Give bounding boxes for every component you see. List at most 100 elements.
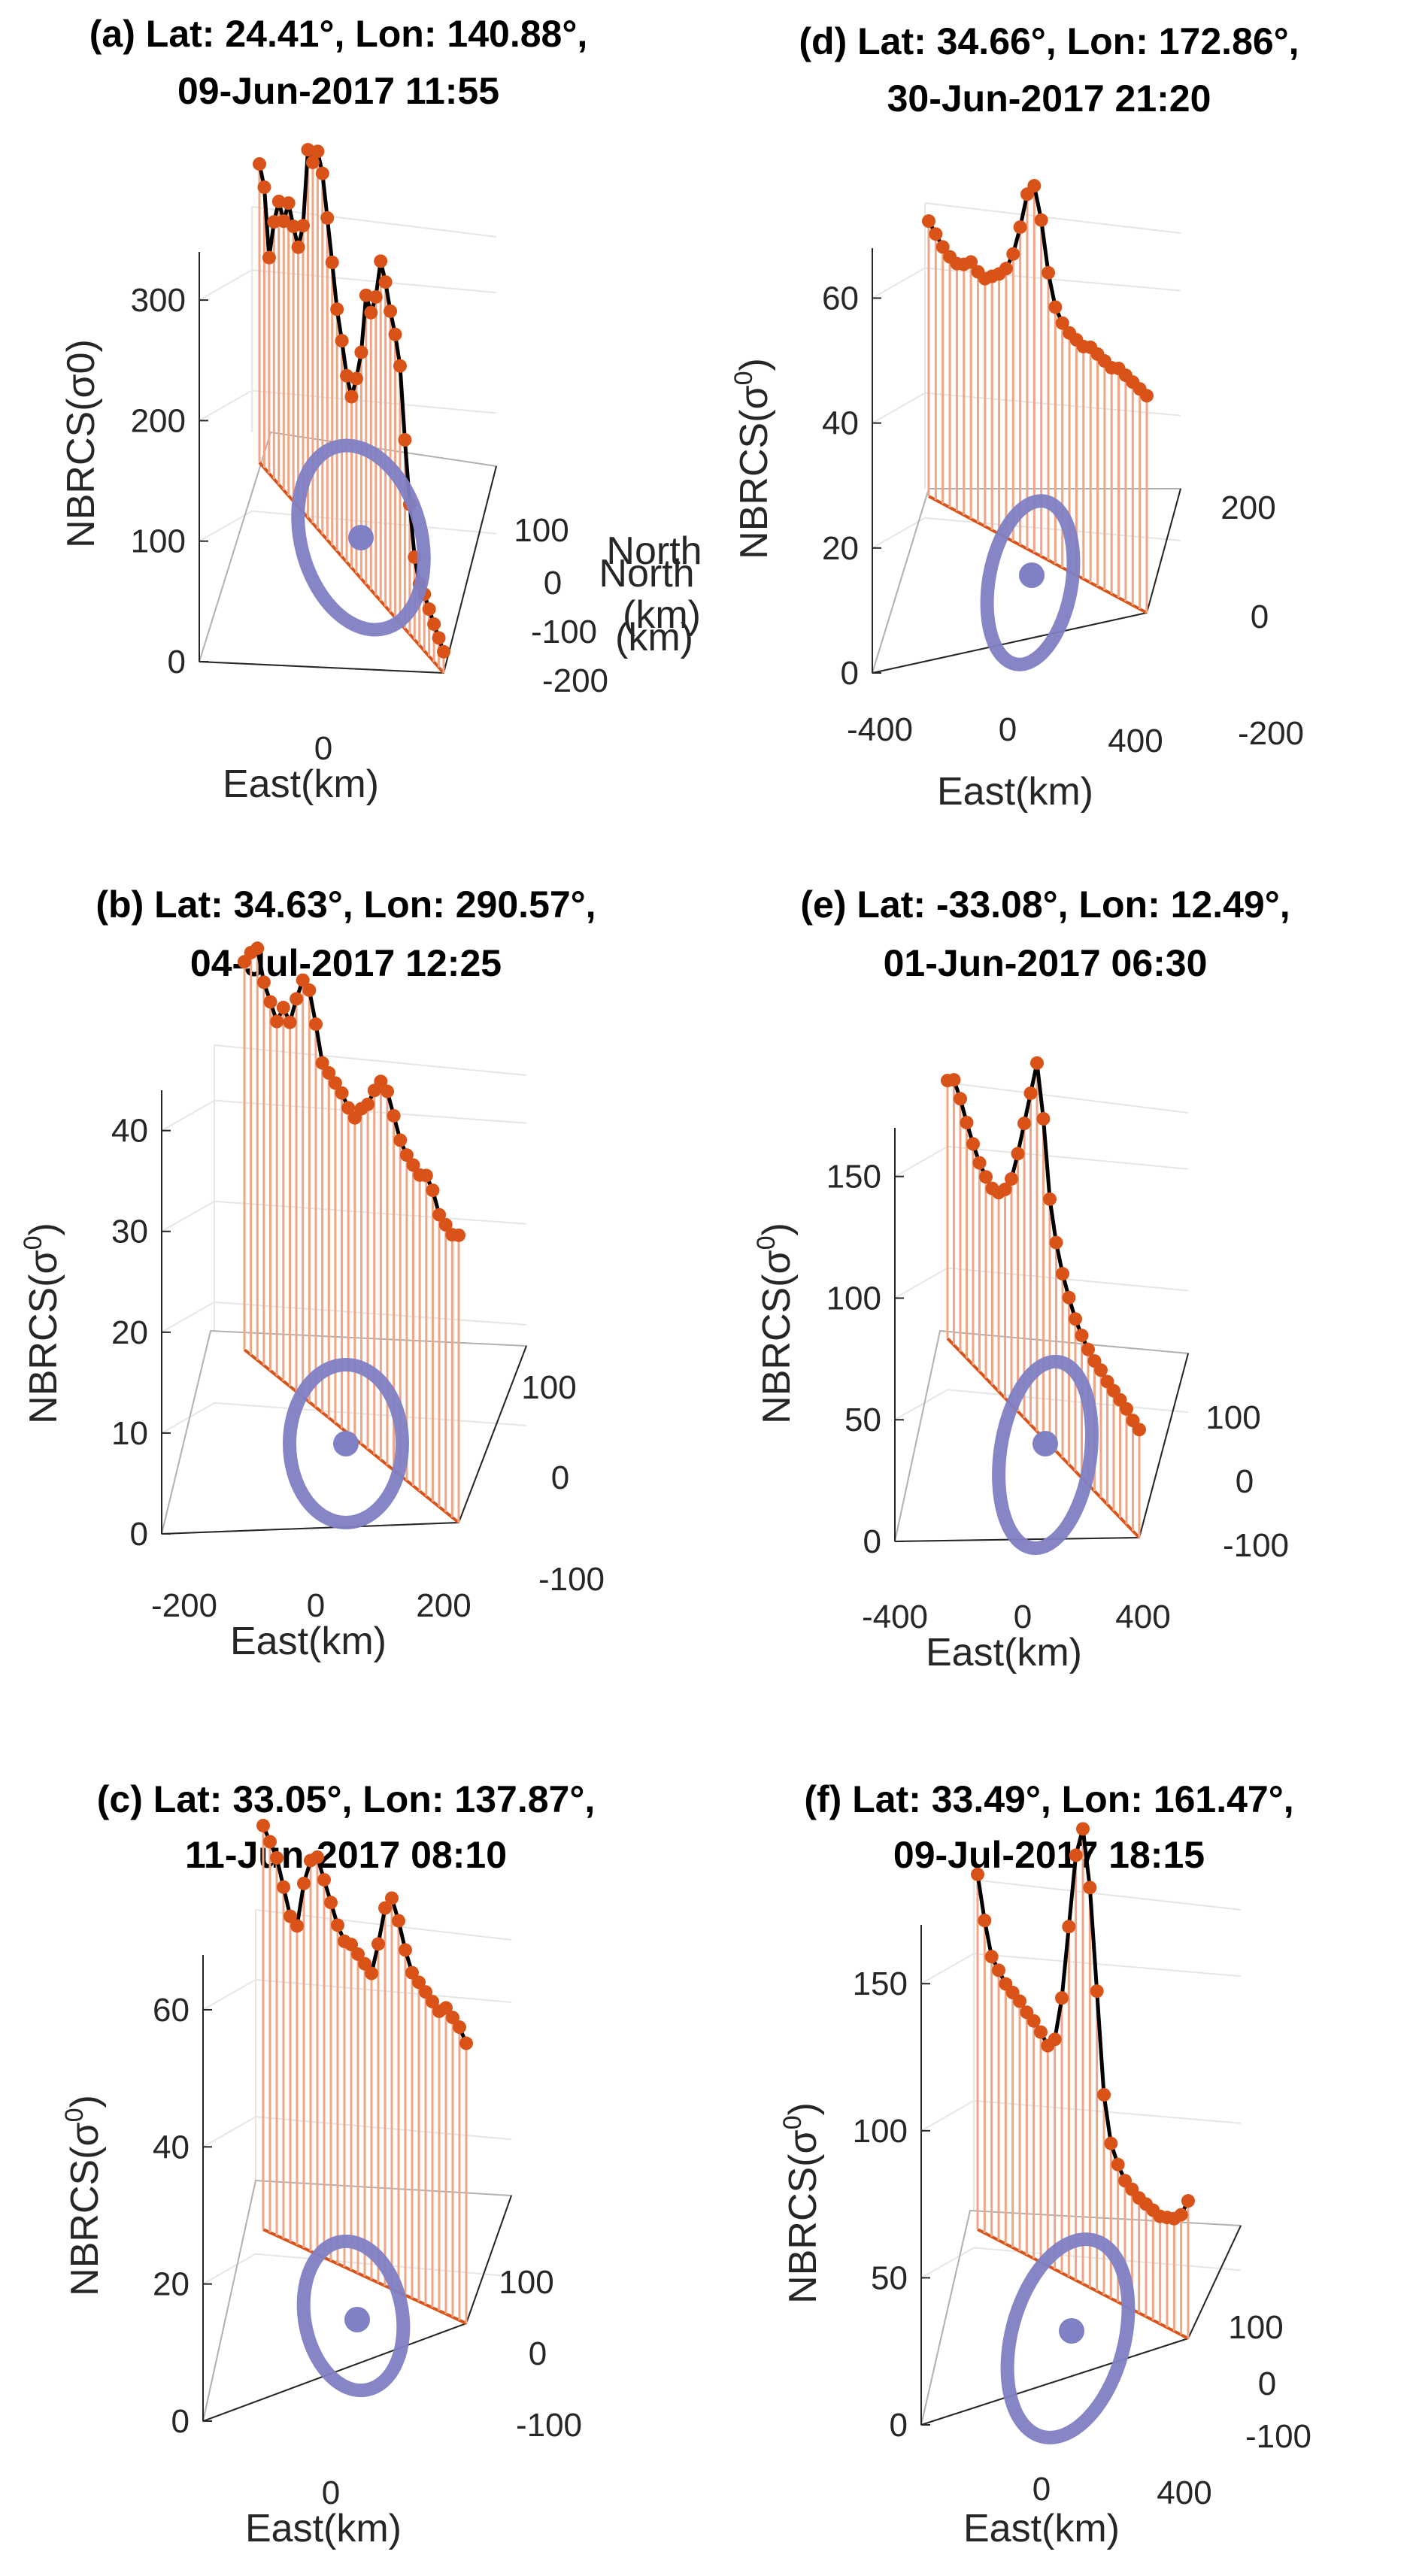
data-point: [984, 1950, 999, 1964]
data-point: [1013, 1994, 1026, 2008]
z-tick-label: 50: [871, 2259, 908, 2296]
y-tick-label: 200: [1220, 489, 1275, 526]
z-axis-label: NBRCS(σ0): [752, 1223, 799, 1424]
data-point: [328, 1076, 342, 1090]
y-tick-label: 100: [499, 2264, 553, 2301]
grid-line: [214, 1099, 527, 1124]
y-axis-label-north: North: [599, 552, 694, 596]
x-axis-label: East(km): [937, 770, 1093, 814]
z-axis-label-main: NBRCS(σ: [732, 385, 776, 559]
data-point: [437, 644, 450, 659]
footprint-ellipse: [992, 1354, 1099, 1556]
data-point: [371, 1937, 385, 1951]
footprint-ellipse: [291, 438, 431, 637]
z-tick-label: 0: [841, 655, 859, 692]
data-point: [1049, 1235, 1063, 1250]
grid-line: [202, 2116, 256, 2148]
data-point: [287, 220, 301, 234]
x-tick-label: 0: [1014, 1599, 1032, 1635]
z-axis-label-end: ): [781, 2102, 825, 2115]
footprint-center-dot: [348, 525, 374, 550]
z-axis-label-end: ): [22, 1223, 65, 1235]
grid-line: [214, 1301, 527, 1326]
data-point: [1027, 179, 1042, 193]
footprint-center-dot: [333, 1431, 359, 1456]
z-tick-label: 40: [111, 1113, 148, 1150]
data-point: [439, 2001, 453, 2015]
z-tick-label: 200: [131, 402, 186, 439]
z-tick-label: 20: [153, 2266, 190, 2303]
data-point: [270, 1850, 284, 1865]
z-tick-label: 100: [853, 2113, 908, 2150]
data-point: [250, 941, 265, 956]
x-tick-label: 400: [1108, 723, 1163, 759]
data-point: [270, 1014, 284, 1029]
data-point: [349, 371, 363, 386]
data-point: [267, 215, 281, 229]
y-tick-label: 0: [1236, 1463, 1254, 1500]
data-point: [361, 1097, 375, 1111]
x-axis: [872, 612, 1148, 674]
data-point: [335, 334, 349, 348]
data-point: [351, 1947, 365, 1961]
y-tick-label: -100: [531, 614, 597, 650]
x-tick-label: 0: [322, 2474, 340, 2511]
data-point: [1120, 1402, 1133, 1416]
data-point: [263, 1835, 277, 1849]
data-point: [281, 196, 296, 211]
z-axis-label: NBRCS(σ0): [729, 358, 776, 559]
y-axis: [443, 465, 497, 674]
data-point: [290, 992, 304, 1006]
y-tick-label: 100: [1205, 1399, 1260, 1436]
panel-title-line2: 09-Jul-2017 18:15: [893, 1834, 1205, 1876]
data-point: [412, 1975, 426, 1990]
data-point: [387, 1108, 401, 1123]
panel-title-line1: (b) Lat: 34.63°, Lon: 290.57°,: [96, 883, 596, 926]
data-point: [385, 1891, 399, 1905]
data-point: [1083, 1880, 1097, 1895]
data-point: [1006, 247, 1020, 261]
data-point: [426, 1995, 439, 2009]
y-tick-label: -200: [542, 662, 608, 699]
z-axis-label-sup: 0: [60, 2108, 89, 2122]
x-axis-label: East(km): [963, 2507, 1120, 2550]
data-point: [419, 1985, 432, 1999]
data-point: [1023, 1086, 1038, 1100]
grid-line: [199, 389, 253, 422]
panel-title-line1: (c) Lat: 33.05°, Lon: 137.87°,: [97, 1778, 595, 1820]
z-tick-label: 100: [131, 523, 186, 560]
data-point: [426, 1183, 440, 1198]
footprint-center-dot: [1032, 1431, 1058, 1456]
grid-line: [199, 269, 253, 301]
data-point: [296, 973, 310, 987]
data-point: [1140, 389, 1154, 403]
data-point: [419, 1168, 433, 1183]
z-axis-label-end: ): [755, 1223, 799, 1235]
footprint-ellipse: [1000, 2232, 1136, 2444]
grid-line: [920, 2247, 975, 2279]
data-point: [427, 617, 441, 632]
footprint-center-dot: [1019, 562, 1045, 588]
data-point: [311, 1850, 324, 1864]
y-tick-label: -100: [1223, 1527, 1289, 1564]
data-point: [378, 275, 393, 289]
data-point: [399, 1148, 414, 1162]
z-tick-label: 50: [844, 1402, 881, 1438]
data-point: [432, 631, 446, 645]
data-point: [1069, 1312, 1082, 1326]
data-point: [305, 155, 320, 169]
y-axis: [1139, 1353, 1189, 1538]
z-axis-label-main: NBRCS(σ: [22, 1250, 65, 1423]
y-tick-label: 0: [1258, 2365, 1276, 2402]
y-tick-label: 100: [521, 1369, 576, 1406]
panel-title-line1: (d) Lat: 34.66°, Lon: 172.86°,: [799, 20, 1299, 62]
z-tick-label: 20: [111, 1314, 148, 1351]
data-point: [1043, 1192, 1057, 1206]
data-point: [998, 1182, 1012, 1196]
grid-line: [202, 2253, 256, 2285]
footprint-ellipse: [296, 2234, 411, 2398]
z-tick-label: 300: [131, 282, 186, 319]
data-point: [384, 304, 398, 318]
data-point: [284, 1909, 297, 1923]
data-point: [1181, 2194, 1195, 2208]
